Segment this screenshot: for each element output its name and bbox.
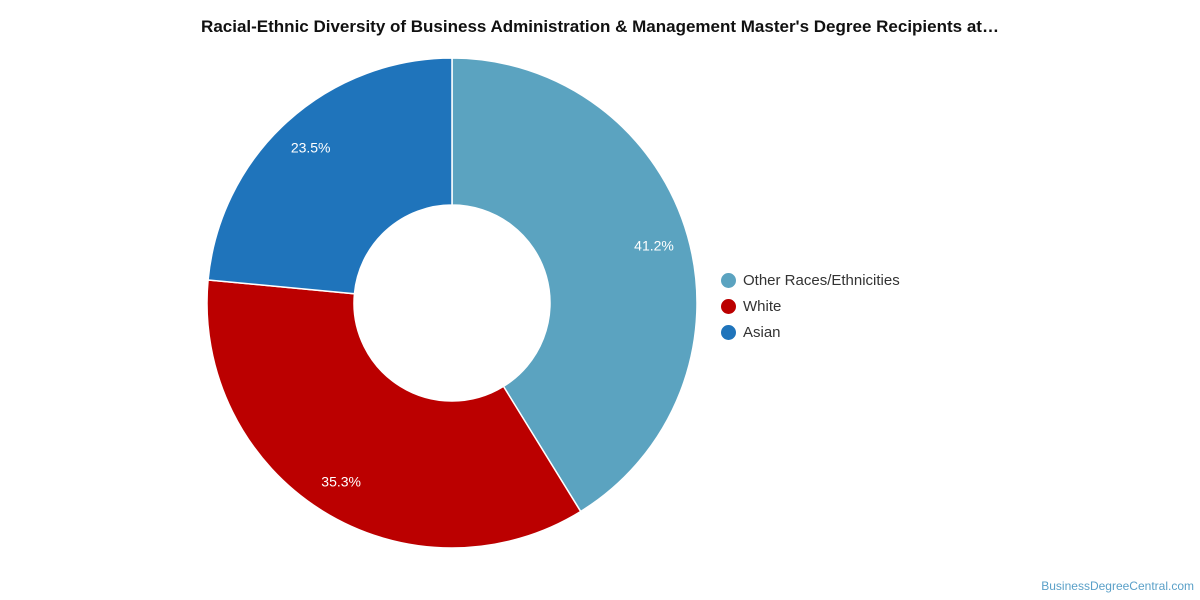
watermark[interactable]: BusinessDegreeCentral.com bbox=[1041, 579, 1194, 593]
chart-title: Racial-Ethnic Diversity of Business Admi… bbox=[201, 17, 999, 36]
slice-data-label: 23.5% bbox=[291, 140, 331, 156]
chart-legend: Other Races/Ethnicities White Asian bbox=[721, 267, 900, 345]
slice-asian[interactable] bbox=[207, 57, 453, 295]
legend-label: Asian bbox=[743, 323, 781, 341]
slice-data-label: 35.3% bbox=[321, 473, 361, 489]
slice-data-label: 41.2% bbox=[634, 238, 674, 254]
legend-swatch bbox=[721, 324, 736, 340]
slice-other-races-ethnicities[interactable] bbox=[451, 57, 698, 513]
legend-swatch bbox=[721, 298, 736, 314]
legend-item[interactable]: Asian bbox=[721, 319, 900, 345]
legend-item[interactable]: Other Races/Ethnicities bbox=[721, 267, 900, 293]
legend-swatch bbox=[721, 272, 736, 288]
legend-label: Other Races/Ethnicities bbox=[743, 271, 900, 289]
slice-white[interactable] bbox=[206, 279, 582, 549]
legend-label: White bbox=[743, 297, 782, 315]
legend-item[interactable]: White bbox=[721, 293, 900, 319]
